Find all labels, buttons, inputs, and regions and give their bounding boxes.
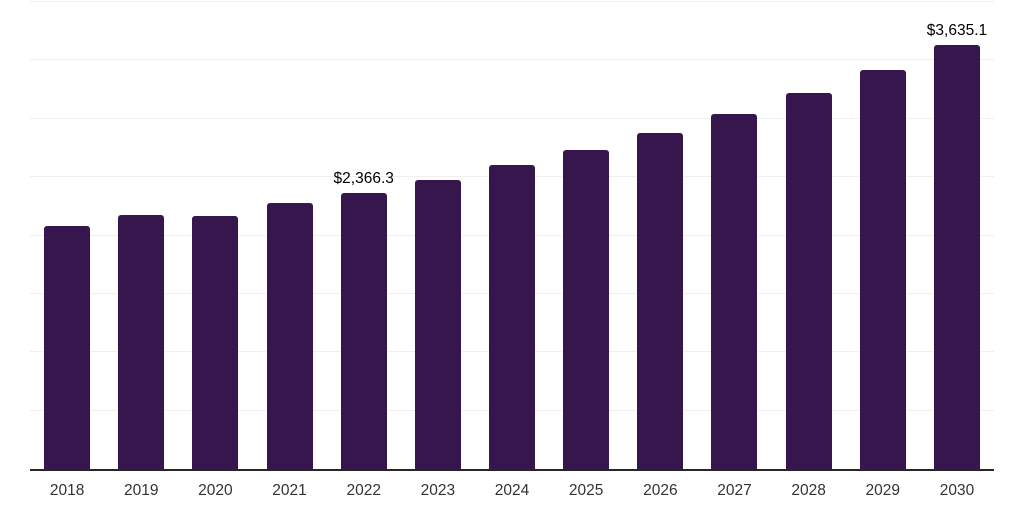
x-tick-label-2024: 2024 [494,482,530,499]
bar-2018 [44,225,91,469]
bar-slot-2028 [772,2,846,469]
x-tick-label-2028: 2028 [791,482,826,499]
x-tick-label-2018: 2018 [49,482,85,499]
bar-slot-2025 [549,2,623,469]
gridline-3000 [30,117,994,119]
data-label-2030: $3,635.1 [926,22,988,40]
x-tick-label-2023: 2023 [420,482,456,499]
bar-slot-2023 [401,2,475,469]
bar-2019 [118,215,165,469]
x-axis-labels: 2018 2019 2020 2021 2022 2023 2024 2025 2026 2027… [30,482,994,501]
bar-2023 [414,180,461,469]
bar-2027 [711,113,758,469]
plot-area: $2,366.3 $3,635.1 [30,1,994,471]
gridline-3500 [30,59,994,61]
x-tick-label-2025: 2025 [568,482,604,499]
bar-slot-2021 [252,2,326,469]
x-tick-label-2027: 2027 [717,482,752,499]
bar-slot-2024 [475,2,549,469]
x-tick-label-2019: 2019 [123,482,159,499]
bars: $2,366.3 $3,635.1 [30,2,994,469]
x-tick-label-2029: 2029 [865,482,901,499]
bar-2026 [637,132,684,469]
bar-2030 [933,44,980,469]
bar-2020 [192,216,239,469]
x-tick-label-2026: 2026 [643,482,678,499]
data-label-2022: $2,366.3 [333,170,394,188]
x-tick-label-2022: 2022 [346,482,381,499]
bar-slot-2030: $3,635.1 [920,2,994,469]
bar-2021 [266,203,313,469]
bar-slot-2022: $2,366.3 [327,2,401,469]
bar-slot-2026 [623,2,697,469]
bar-2029 [859,69,906,469]
x-tick-label-2021: 2021 [272,482,307,499]
bar-2025 [563,150,610,469]
x-tick-label-2020: 2020 [198,482,233,499]
gridline-4000 [30,1,994,2]
bar-2022 [340,192,387,469]
bar-slot-2029 [846,2,920,469]
bar-slot-2027 [697,2,771,469]
bar-2028 [785,93,832,469]
x-tick-label-2030: 2030 [939,482,975,499]
bar-slot-2018 [30,2,104,469]
bar-slot-2020 [178,2,252,469]
bar-2024 [489,165,536,469]
bar-slot-2019 [104,2,178,469]
